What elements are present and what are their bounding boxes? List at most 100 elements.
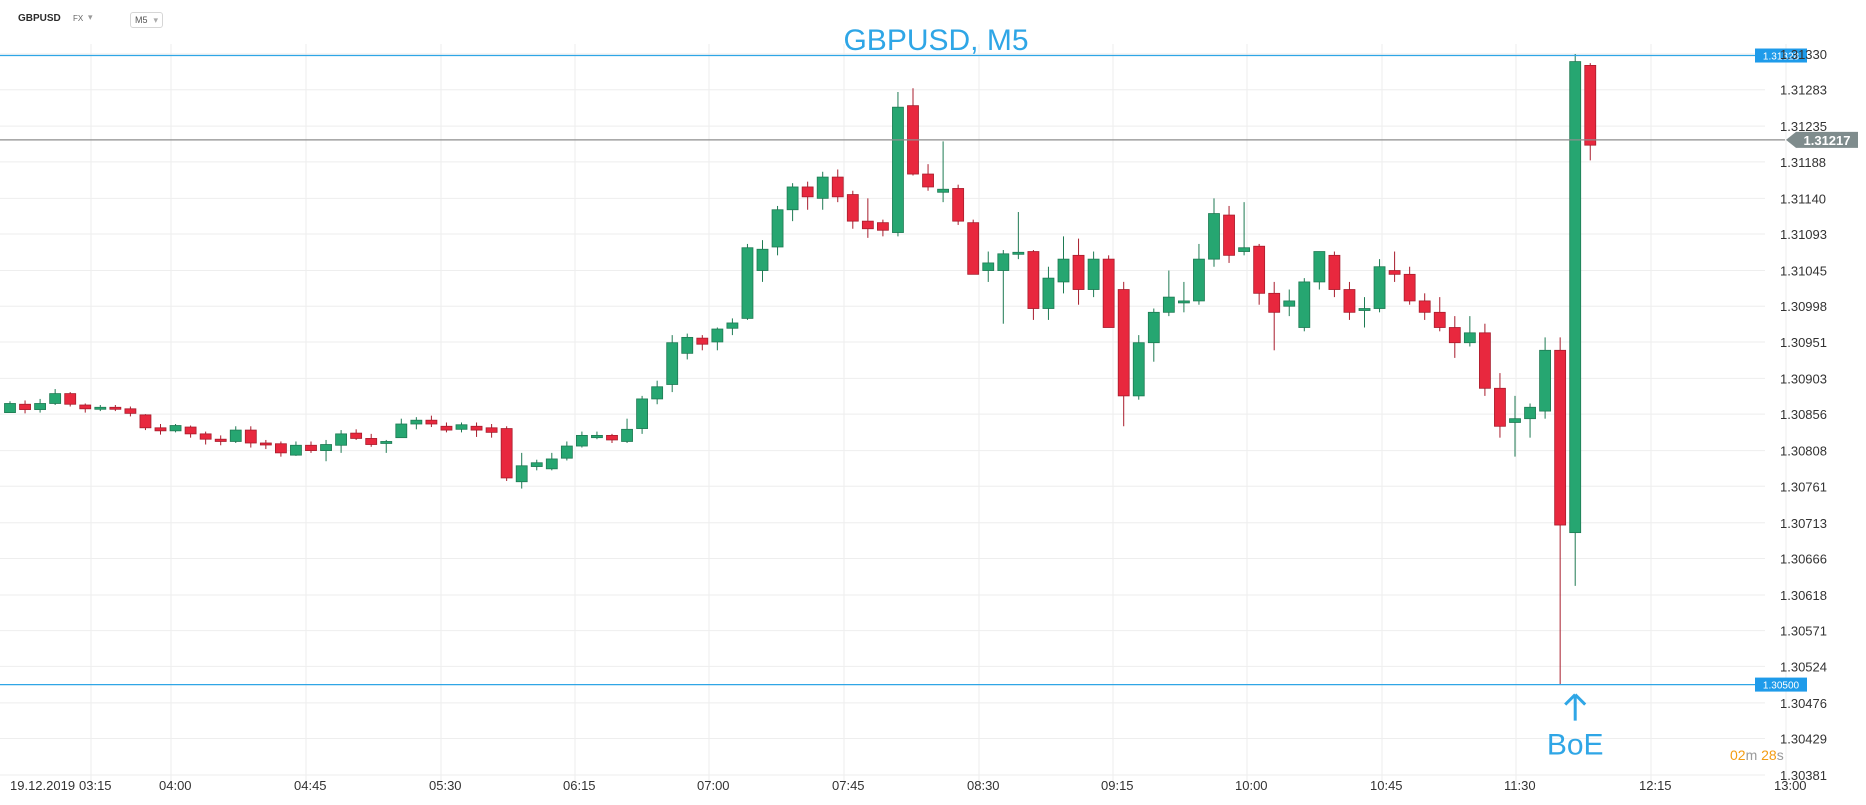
candle-body	[877, 222, 889, 231]
candle	[801, 181, 814, 210]
candle-body	[530, 462, 543, 467]
candle	[184, 425, 197, 438]
candle-body	[756, 248, 769, 271]
candle	[1539, 337, 1551, 419]
candle	[274, 441, 287, 457]
candle-body	[1343, 289, 1356, 313]
candle	[485, 423, 498, 438]
candle	[1042, 266, 1055, 320]
timeframe-select[interactable]: M5 ▾	[130, 12, 164, 28]
candle-body	[335, 433, 348, 446]
candle	[1238, 202, 1250, 256]
candle	[711, 327, 724, 351]
candle	[1584, 63, 1597, 161]
x-tick-label: 11:30	[1504, 778, 1536, 793]
candle	[982, 251, 995, 282]
candle	[1373, 259, 1386, 313]
candle-body	[982, 262, 995, 271]
candle	[877, 219, 889, 237]
candle-body	[1433, 311, 1446, 328]
candle	[1253, 243, 1266, 305]
candle-body	[1569, 61, 1582, 534]
candle-body	[184, 426, 197, 435]
candle-body	[1524, 406, 1536, 420]
candle-body	[952, 188, 965, 222]
symbol-dropdown-icon[interactable]: ▾	[88, 12, 93, 22]
candle-body	[1238, 247, 1250, 252]
horizontal-line-tag	[1755, 677, 1807, 692]
candle	[997, 250, 1010, 324]
candle	[79, 403, 92, 413]
candle-body	[621, 428, 633, 442]
y-tick-label: 1.30429	[1780, 732, 1827, 747]
candle-body	[831, 176, 844, 198]
candle	[892, 91, 904, 237]
current-price-label: 1.31217	[1804, 133, 1851, 148]
candle	[621, 418, 633, 443]
candle	[591, 431, 603, 440]
candle	[1027, 250, 1040, 320]
candle	[1072, 238, 1085, 305]
candle-body	[154, 427, 167, 432]
candle	[410, 417, 423, 430]
y-tick-label: 1.30998	[1780, 299, 1827, 314]
candle	[831, 169, 844, 203]
candle	[500, 426, 513, 481]
candle-body	[1554, 349, 1567, 526]
y-tick-label: 1.31140	[1780, 191, 1826, 206]
candle	[1193, 243, 1205, 305]
candle-body	[410, 419, 423, 425]
x-tick-label: 07:00	[697, 778, 730, 793]
candle	[1494, 373, 1506, 438]
candle-body	[1584, 64, 1597, 146]
candle-body	[846, 194, 859, 222]
candle	[861, 198, 874, 238]
symbol-label[interactable]: GBPUSD	[18, 13, 61, 24]
candle	[1433, 297, 1446, 332]
candle-body	[892, 106, 904, 233]
candle	[425, 415, 438, 428]
candle-body	[1117, 289, 1130, 397]
candle-body	[274, 443, 287, 454]
candle	[560, 441, 573, 461]
candle-body	[440, 425, 453, 431]
y-tick-label: 1.30524	[1780, 659, 1827, 674]
candle	[34, 398, 46, 413]
candle	[214, 435, 227, 446]
candle	[365, 433, 378, 447]
y-tick-label: 1.30666	[1780, 551, 1827, 566]
candle	[1479, 323, 1491, 396]
y-tick-label: 1.30713	[1780, 516, 1827, 531]
candle	[922, 164, 934, 191]
chart-title: GBPUSD, M5	[843, 24, 1028, 57]
candle-body	[937, 188, 949, 193]
candle-body	[169, 425, 182, 432]
candle-body	[395, 423, 408, 439]
candle	[741, 243, 754, 320]
candle	[1463, 316, 1476, 347]
candle-body	[1479, 332, 1491, 389]
candle-body	[199, 433, 212, 440]
candle-body	[1283, 300, 1296, 307]
candle-body	[861, 220, 874, 230]
candle	[395, 418, 408, 439]
candle	[952, 184, 965, 225]
x-tick-label: 04:45	[294, 778, 327, 793]
candle-body	[967, 222, 980, 275]
horizontal-lines[interactable]: 1.31328 1.30500 1.31217	[0, 48, 1858, 692]
candle-body	[1178, 300, 1190, 304]
candle-body	[801, 186, 814, 198]
y-tick-label: 1.30618	[1780, 588, 1827, 603]
candle-body	[515, 465, 528, 483]
candle-body	[1373, 266, 1386, 309]
candle-body	[1418, 300, 1431, 313]
x-tick-label: 04:00	[159, 778, 192, 793]
candle-body	[771, 209, 784, 248]
candle	[169, 423, 182, 433]
y-tick-label: 1.30571	[1780, 624, 1827, 639]
candle-body	[1388, 270, 1401, 275]
candle-body	[94, 406, 107, 410]
candle-body	[922, 173, 934, 188]
x-tick-label: 03:15	[79, 778, 112, 793]
